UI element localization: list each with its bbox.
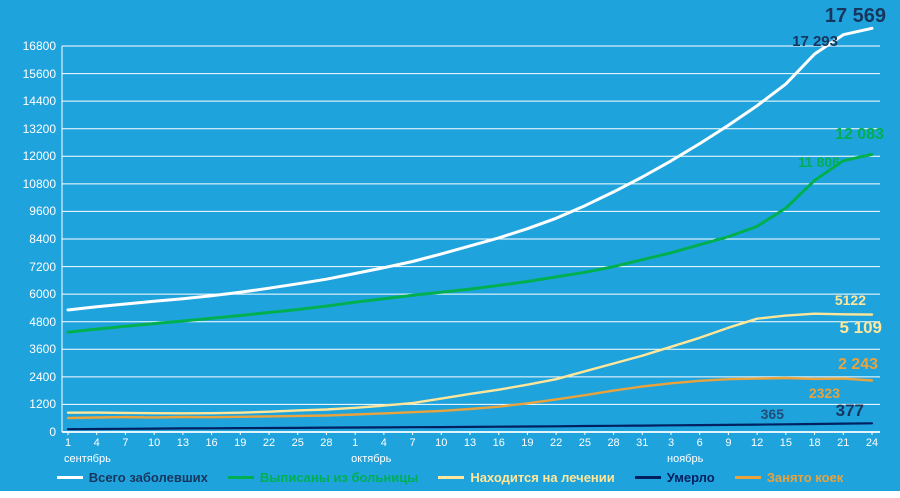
series-line-3: [66, 422, 874, 431]
x-tick-label: 28: [320, 437, 333, 449]
month-label: ноябрь: [667, 453, 704, 465]
legend-label-0: Всего заболевших: [88, 469, 208, 485]
x-tick-label: 6: [696, 437, 703, 449]
x-tick-label: 1: [352, 437, 359, 449]
x-tick-label: 4: [380, 437, 387, 449]
y-tick-label: 9600: [29, 204, 56, 219]
x-tick-label: 15: [779, 437, 792, 449]
end-value-label-last-4: 2 243: [837, 356, 878, 373]
x-tick-label: 1: [64, 437, 72, 449]
x-tick-label: 19: [521, 437, 534, 449]
legend-item-0: Всего заболевших: [56, 469, 208, 485]
end-value-label-prev-0: 17 293: [792, 33, 838, 50]
bottom-white-strip: [0, 491, 900, 498]
legend-item-3: Умерло: [634, 469, 715, 485]
x-tick-label: 9: [725, 437, 732, 449]
x-tick-label: 10: [435, 437, 448, 449]
series-line-2: [66, 312, 874, 415]
x-tick-label: 16: [205, 437, 218, 449]
series-line-0: [66, 26, 874, 312]
legend-swatch-2: [438, 475, 465, 479]
x-tick-label: 7: [409, 437, 416, 449]
legend-item-1: Выписаны из больницы: [227, 469, 419, 485]
x-tick-label: 25: [578, 437, 591, 449]
y-tick-label: 6000: [29, 287, 56, 302]
legend-swatch-0: [56, 475, 83, 479]
x-tick-label: 25: [291, 437, 304, 449]
y-tick-label: 12000: [22, 149, 56, 164]
series-line-4: [66, 376, 874, 420]
end-value-label-prev-3: 365: [760, 406, 784, 422]
y-tick-label: 8400: [29, 232, 56, 246]
x-tick-label: 19: [234, 437, 247, 449]
legend-label-1: Выписаны из больницы: [259, 469, 419, 485]
legend-label-4: Занято коек: [766, 469, 844, 485]
x-tick-label: 7: [122, 437, 129, 449]
month-label: октябрь: [351, 453, 392, 465]
x-tick-label: 16: [492, 437, 505, 449]
x-tick-label: 4: [93, 437, 100, 449]
x-tick-label: 22: [262, 437, 276, 449]
y-tick-label: 15600: [22, 66, 56, 81]
x-tick-label: 21: [837, 437, 850, 449]
x-tick-label: 13: [463, 437, 477, 449]
y-tick-label: 1200: [29, 397, 56, 412]
legend-swatch-3: [634, 475, 661, 479]
x-tick-label: 28: [607, 437, 620, 449]
x-tick-label: 24: [865, 437, 879, 449]
x-tick-label: 3: [667, 437, 675, 449]
legend-label-3: Умерло: [666, 469, 715, 485]
y-tick-label: 13200: [22, 121, 56, 136]
y-tick-label: 0: [49, 425, 56, 439]
y-tick-label: 4800: [29, 314, 56, 329]
legend-label-2: Находится на лечении: [470, 469, 615, 485]
end-value-label-last-0: 17 569: [824, 5, 886, 27]
end-value-label-last-1: 12 083: [835, 126, 884, 143]
end-value-label-last-3: 377: [835, 401, 864, 420]
x-tick-label: 31: [636, 437, 649, 449]
x-tick-label: 12: [751, 437, 764, 449]
chart-legend: Всего заболевших Выписаны из больницы Нахо…: [0, 464, 900, 490]
y-tick-label: 3600: [29, 342, 56, 357]
y-tick-label: 2400: [29, 369, 56, 384]
x-tick-label: 18: [808, 437, 821, 449]
y-tick-label: 14400: [22, 94, 56, 109]
end-value-label-last-2: 5 109: [839, 318, 882, 337]
legend-swatch-1: [227, 475, 254, 479]
x-tick-label: 22: [550, 437, 563, 449]
y-tick-label: 7200: [29, 259, 56, 274]
end-value-label-prev-1: 11 806: [797, 154, 840, 170]
y-tick-label: 16800: [22, 39, 56, 53]
month-label: сентябрь: [64, 453, 111, 465]
series-line-1: [66, 152, 874, 334]
legend-item-2: Находится на лечении: [438, 469, 615, 485]
end-value-label-prev-4: 2323: [808, 385, 840, 401]
end-value-label-prev-2: 5122: [834, 292, 866, 308]
legend-item-4: Занято коек: [734, 469, 844, 485]
x-tick-label: 13: [176, 437, 189, 449]
y-tick-label: 10800: [22, 176, 56, 191]
x-tick-label: 10: [148, 437, 161, 449]
legend-swatch-4: [734, 475, 761, 479]
